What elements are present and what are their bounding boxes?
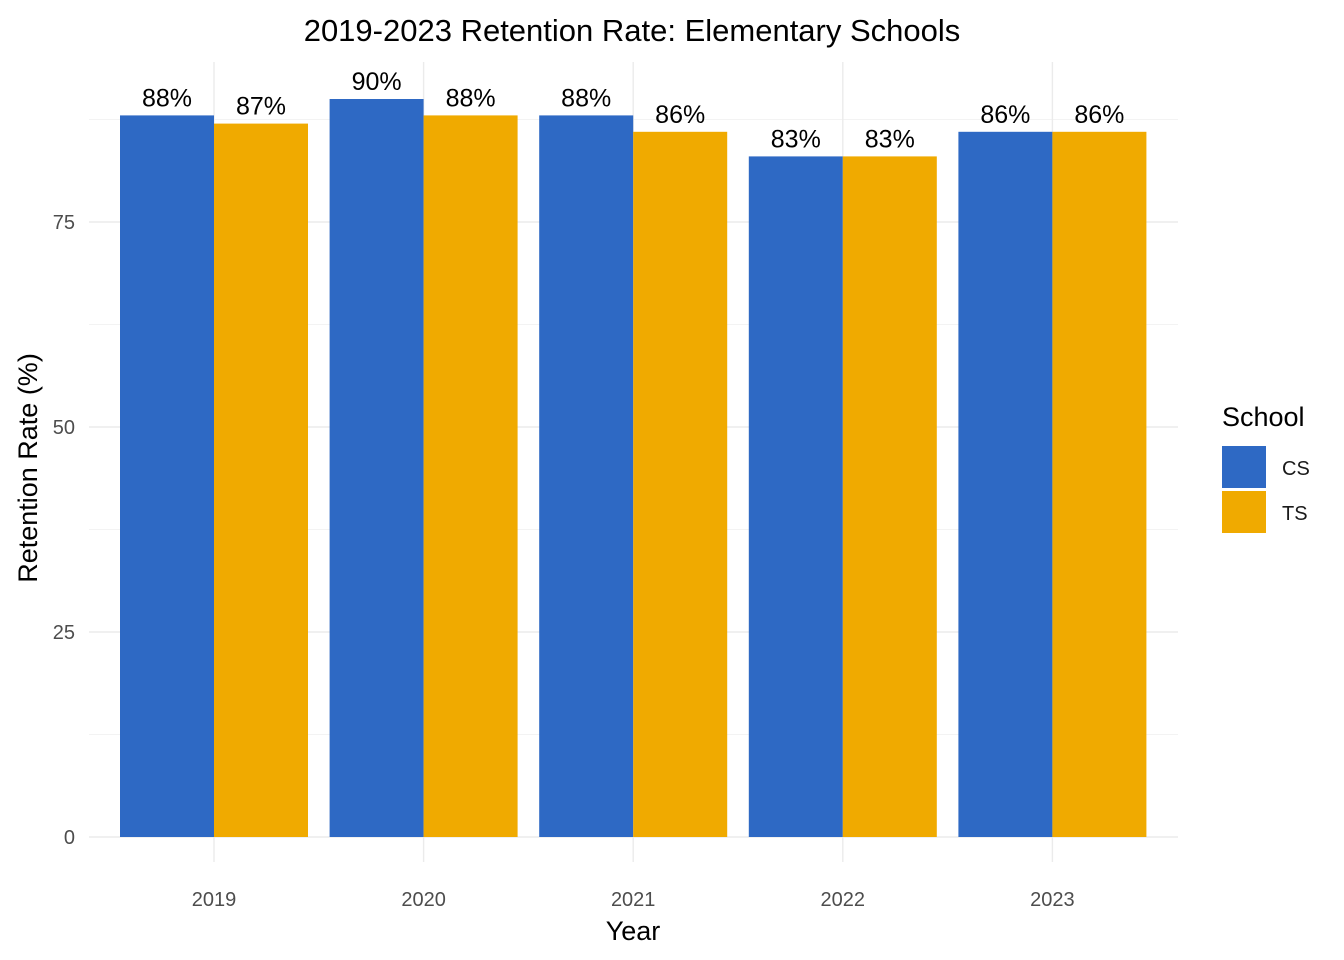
data-label-cs-2023: 86%: [980, 101, 1030, 129]
legend-swatch-cs: [1222, 446, 1266, 488]
data-label-cs-2020: 90%: [352, 68, 402, 96]
y-tick-label: 25: [53, 622, 75, 644]
y-tick-label: 50: [53, 417, 75, 439]
data-label-ts-2021: 86%: [655, 101, 705, 129]
bar-cs-2021: [539, 115, 634, 837]
chart-title: 2019-2023 Retention Rate: Elementary Sch…: [304, 13, 961, 48]
bar-ts-2020: [423, 115, 518, 837]
bar-ts-2021: [633, 131, 728, 838]
y-axis-title: Retention Rate (%): [13, 353, 43, 583]
bars: [120, 99, 1147, 838]
x-tick-label: 2019: [192, 889, 237, 911]
data-label-ts-2019: 87%: [236, 93, 286, 121]
y-tick-label: 75: [53, 212, 75, 234]
x-tick-label: 2021: [611, 889, 656, 911]
data-label-ts-2022: 83%: [865, 125, 915, 153]
x-axis-title: Year: [606, 916, 661, 946]
bar-ts-2019: [214, 123, 308, 838]
legend-items: CS TS: [1222, 446, 1310, 533]
data-label-ts-2023: 86%: [1074, 101, 1124, 129]
data-label-cs-2019: 88%: [142, 84, 192, 112]
data-labels: 88% 90% 88% 83% 86% 87% 88% 86% 83% 86%: [142, 68, 1124, 153]
data-label-cs-2021: 88%: [561, 84, 611, 112]
legend-label-cs: CS: [1282, 458, 1310, 480]
legend-title: School: [1222, 402, 1305, 432]
x-axis: 2019 2020 2021 2022 2023: [192, 889, 1075, 911]
data-label-ts-2020: 88%: [446, 84, 496, 112]
bar-cs-2023: [958, 131, 1053, 838]
x-tick-label: 2023: [1030, 889, 1075, 911]
y-axis: 0 25 50 75: [53, 212, 75, 849]
bar-cs-2022: [748, 156, 843, 837]
x-tick-label: 2020: [401, 889, 446, 911]
bar-cs-2019: [120, 115, 214, 837]
y-tick-label: 0: [64, 827, 75, 849]
x-tick-label: 2022: [821, 889, 866, 911]
bar-cs-2020: [329, 99, 424, 837]
legend: School CS TS: [1222, 402, 1310, 533]
bar-ts-2022: [842, 156, 937, 837]
legend-label-ts: TS: [1282, 503, 1308, 525]
bar-ts-2023: [1052, 131, 1147, 838]
legend-swatch-ts: [1222, 491, 1266, 533]
data-label-cs-2022: 83%: [771, 125, 821, 153]
